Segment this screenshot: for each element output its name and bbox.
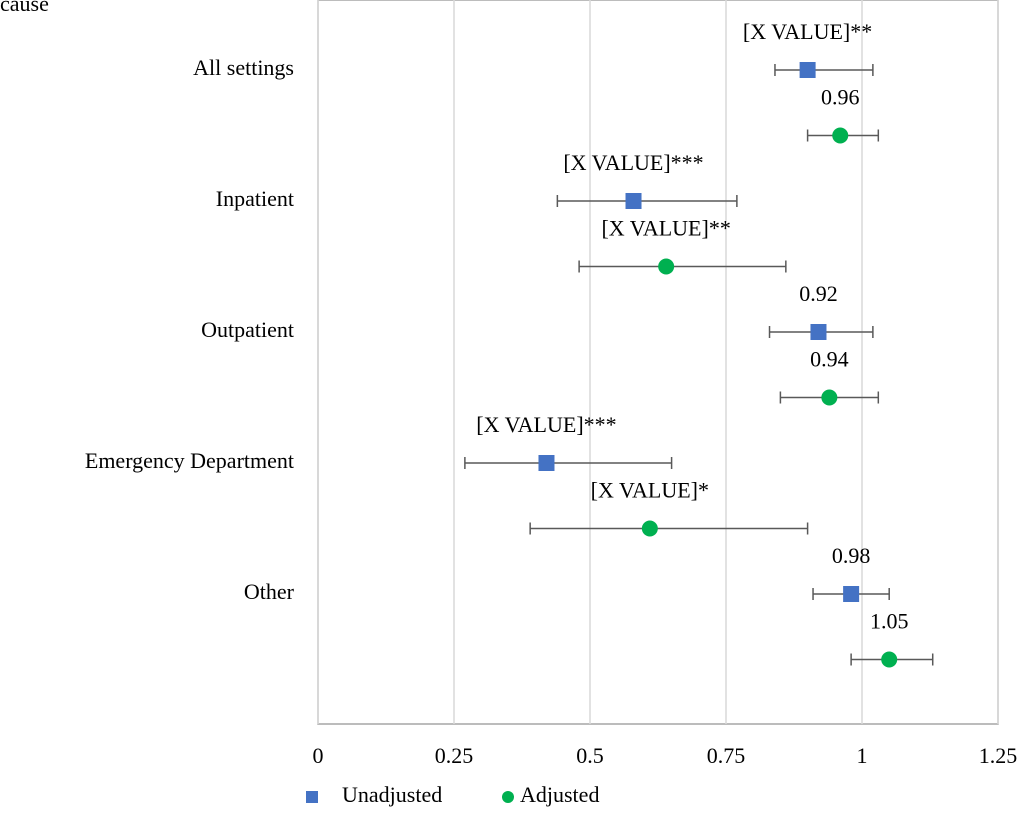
point — [821, 389, 838, 406]
y-tick-label: Inpatient — [216, 186, 294, 211]
y-tick-label: Other — [244, 579, 295, 604]
error-bar — [529, 522, 809, 535]
error-bar — [556, 195, 738, 207]
x-tick-label: 0 — [313, 743, 324, 768]
point — [658, 258, 675, 275]
data-label: [X VALUE]** — [743, 19, 872, 44]
point — [881, 651, 898, 668]
data-label: [X VALUE]*** — [476, 412, 616, 437]
point — [832, 127, 849, 144]
data-label: 0.98 — [832, 543, 871, 568]
x-tick-label: 1 — [857, 743, 868, 768]
legend-marker — [502, 791, 514, 803]
data-label: [X VALUE]** — [601, 216, 730, 241]
x-tick-label: 1.25 — [979, 743, 1018, 768]
chart-title: cause — [0, 0, 49, 16]
data-label: 0.94 — [810, 347, 849, 372]
legend-label: Unadjusted — [342, 782, 442, 807]
x-tick-label: 0.75 — [707, 743, 746, 768]
data-label: 0.92 — [799, 281, 838, 306]
point — [843, 586, 860, 602]
error-bar — [774, 64, 874, 76]
x-tick-label: 0.5 — [576, 743, 604, 768]
data-label: [X VALUE]* — [591, 478, 709, 503]
point — [799, 62, 816, 78]
point — [641, 520, 658, 537]
error-bar — [464, 457, 673, 469]
y-tick-label: All settings — [193, 55, 294, 80]
data-label: 1.05 — [870, 609, 909, 634]
data-label: [X VALUE]*** — [563, 150, 703, 175]
point — [625, 193, 642, 209]
point — [810, 324, 827, 340]
data-label: 0.96 — [821, 85, 860, 110]
y-tick-label: Outpatient — [201, 317, 294, 342]
y-tick-label: Emergency Department — [85, 448, 294, 473]
legend-marker — [306, 791, 318, 803]
point — [538, 455, 555, 471]
error-bar — [578, 260, 787, 273]
legend-label: Adjusted — [520, 782, 599, 807]
x-tick-label: 0.25 — [435, 743, 474, 768]
